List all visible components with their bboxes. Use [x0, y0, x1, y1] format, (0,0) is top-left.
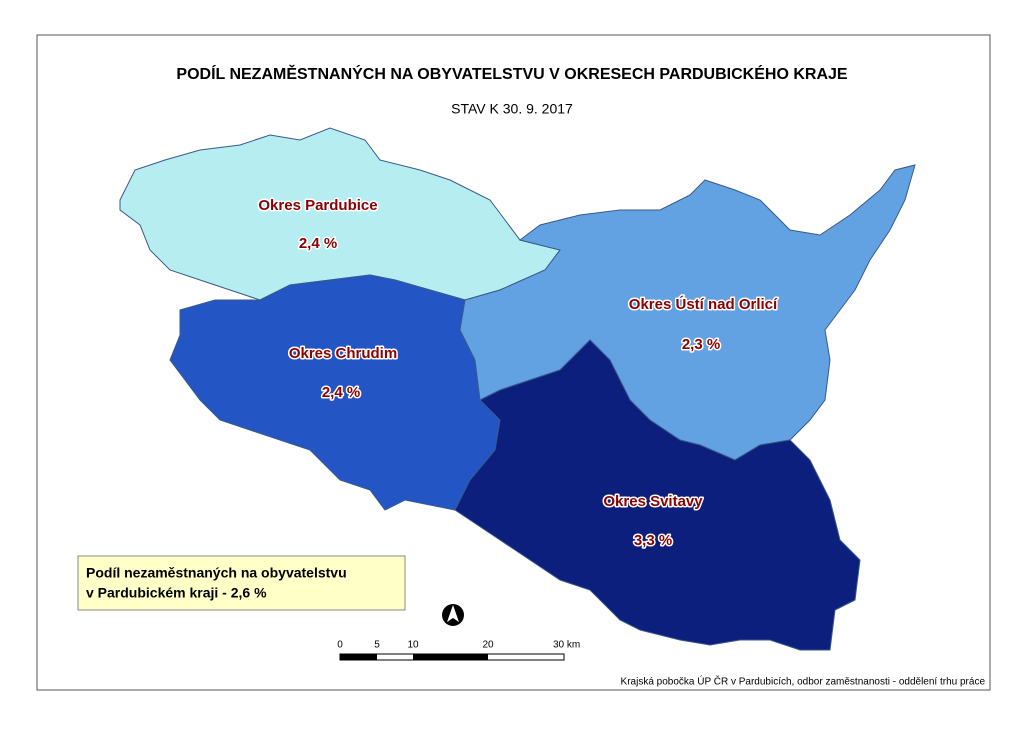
scale-label: 20 — [482, 640, 494, 651]
scale-label: 10 — [407, 640, 419, 651]
scale-label: 5 — [374, 640, 380, 651]
region-name: Okres Ústí nad Orlicí — [629, 295, 778, 313]
credit: Krajská pobočka ÚP ČR v Pardubicích, odb… — [621, 675, 986, 688]
region-value: 2,4 % — [299, 235, 337, 252]
scale-bar — [339, 653, 565, 661]
subtitle: STAV K 30. 9. 2017 — [451, 101, 573, 117]
summary-box — [77, 555, 406, 611]
region-svitavy — [454, 339, 861, 651]
region-name: Okres Pardubice — [258, 197, 377, 214]
scale-label: 0 — [337, 640, 343, 651]
region-value: 2,4 % — [322, 384, 360, 401]
summary-line: Podíl nezaměstnaných na obyvatelstvu — [86, 565, 347, 581]
north-arrow — [442, 604, 464, 626]
region-value: 2,3 % — [682, 336, 720, 353]
region-value: 3,3 % — [634, 532, 672, 549]
title: PODÍL NEZAMĚSTNANÝCH NA OBYVATELSTVU V O… — [176, 64, 847, 83]
summary-line: v Pardubickém kraji - 2,6 % — [86, 585, 267, 601]
region-name: Okres Chrudim — [289, 345, 397, 362]
region-name: Okres Svitavy — [603, 493, 703, 510]
scale-label: 30 km — [553, 640, 580, 651]
